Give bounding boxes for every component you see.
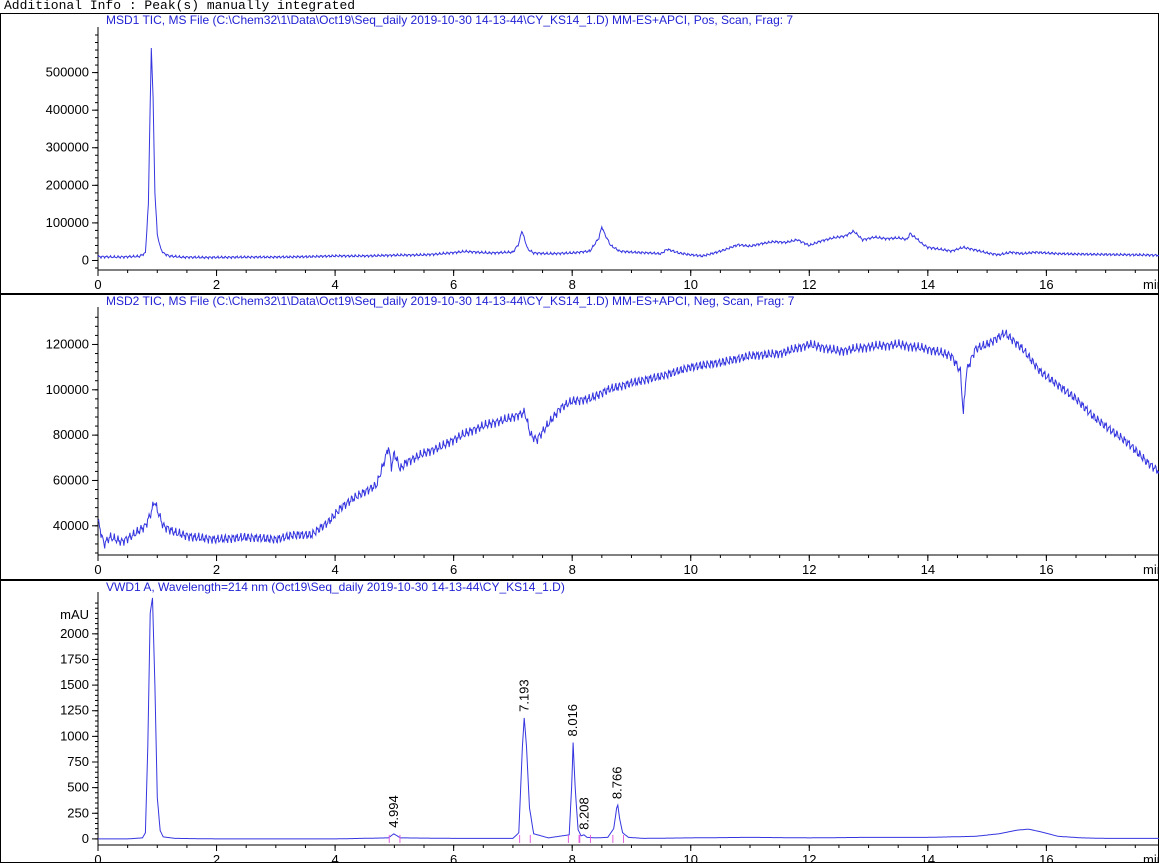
y-tick-label: 2000 [60, 626, 89, 641]
x-tick-label: 6 [450, 277, 457, 292]
y-tick-label: 60000 [53, 472, 89, 487]
x-tick-label: 8 [569, 277, 576, 292]
peak-label: 8.208 [577, 797, 592, 830]
y-tick-label: 0 [82, 252, 89, 267]
y-tick-label: 200000 [46, 177, 89, 192]
x-tick-label: 6 [450, 562, 457, 577]
x-tick-label: 14 [921, 852, 935, 863]
chart-panel-1: MSD1 TIC, MS File (C:\Chem32\1\Data\Oct1… [0, 13, 1159, 294]
x-tick-label: 8 [569, 852, 576, 863]
y-tick-label: 300000 [46, 140, 89, 155]
x-tick-label: 10 [684, 277, 698, 292]
chart-panel-2: MSD2 TIC, MS File (C:\Chem32\1\Data\Oct1… [0, 294, 1159, 580]
x-tick-label: 4 [331, 852, 338, 863]
header-text: Additional Info : Peak(s) manually integ… [4, 0, 355, 13]
y-tick-label: 1250 [60, 703, 89, 718]
x-tick-label: 0 [94, 852, 101, 863]
x-tick-label: 4 [331, 277, 338, 292]
x-tick-label: 16 [1039, 852, 1053, 863]
y-tick-label: 250 [67, 805, 89, 820]
chart-panels: MSD1 TIC, MS File (C:\Chem32\1\Data\Oct1… [0, 13, 1159, 863]
panel-frame [0, 13, 1159, 294]
y-tick-label: 1750 [60, 651, 89, 666]
x-tick-label: 16 [1039, 277, 1053, 292]
y-tick-label: 100000 [46, 215, 89, 230]
series-line [98, 597, 1159, 840]
panel-title: MSD1 TIC, MS File (C:\Chem32\1\Data\Oct1… [106, 13, 793, 27]
x-unit-label: min [1143, 277, 1159, 292]
y-tick-label: 1500 [60, 677, 89, 692]
x-tick-label: 14 [921, 562, 935, 577]
x-tick-label: 12 [802, 852, 816, 863]
x-tick-label: 0 [94, 277, 101, 292]
panel-title: VWD1 A, Wavelength=214 nm (Oct19\Seq_dai… [106, 580, 565, 594]
peak-label: 7.193 [516, 679, 531, 712]
x-tick-label: 2 [213, 562, 220, 577]
x-tick-label: 0 [94, 562, 101, 577]
y-tick-label: 0 [82, 831, 89, 846]
peak-label: 8.016 [565, 704, 580, 737]
x-tick-label: 4 [331, 562, 338, 577]
x-unit-label: min [1143, 852, 1159, 863]
x-unit-label: min [1143, 562, 1159, 577]
x-tick-label: 10 [684, 562, 698, 577]
x-tick-label: 8 [569, 562, 576, 577]
x-tick-label: 14 [921, 277, 935, 292]
y-tick-label: 80000 [53, 427, 89, 442]
y-tick-label: 100000 [46, 382, 89, 397]
panel-frame [0, 294, 1159, 580]
y-tick-label: 500000 [46, 65, 89, 80]
chart-panel-3: VWD1 A, Wavelength=214 nm (Oct19\Seq_dai… [0, 580, 1159, 863]
x-tick-label: 12 [802, 277, 816, 292]
y-tick-label: 120000 [46, 336, 89, 351]
y-tick-label: 40000 [53, 518, 89, 533]
y-tick-label: 500 [67, 780, 89, 795]
x-tick-label: 6 [450, 852, 457, 863]
y-tick-label: 750 [67, 754, 89, 769]
panel-title: MSD2 TIC, MS File (C:\Chem32\1\Data\Oct1… [106, 294, 795, 308]
series-line [97, 47, 1159, 260]
y-tick-label: 400000 [46, 102, 89, 117]
y-tick-label: 1000 [60, 728, 89, 743]
x-tick-label: 2 [213, 277, 220, 292]
y-unit-label: mAU [60, 607, 89, 622]
peak-label: 8.766 [610, 767, 625, 800]
x-tick-label: 10 [684, 852, 698, 863]
peak-label: 4.994 [386, 795, 401, 828]
x-tick-label: 16 [1039, 562, 1053, 577]
x-tick-label: 2 [213, 852, 220, 863]
x-tick-label: 12 [802, 562, 816, 577]
series-line [97, 329, 1159, 549]
